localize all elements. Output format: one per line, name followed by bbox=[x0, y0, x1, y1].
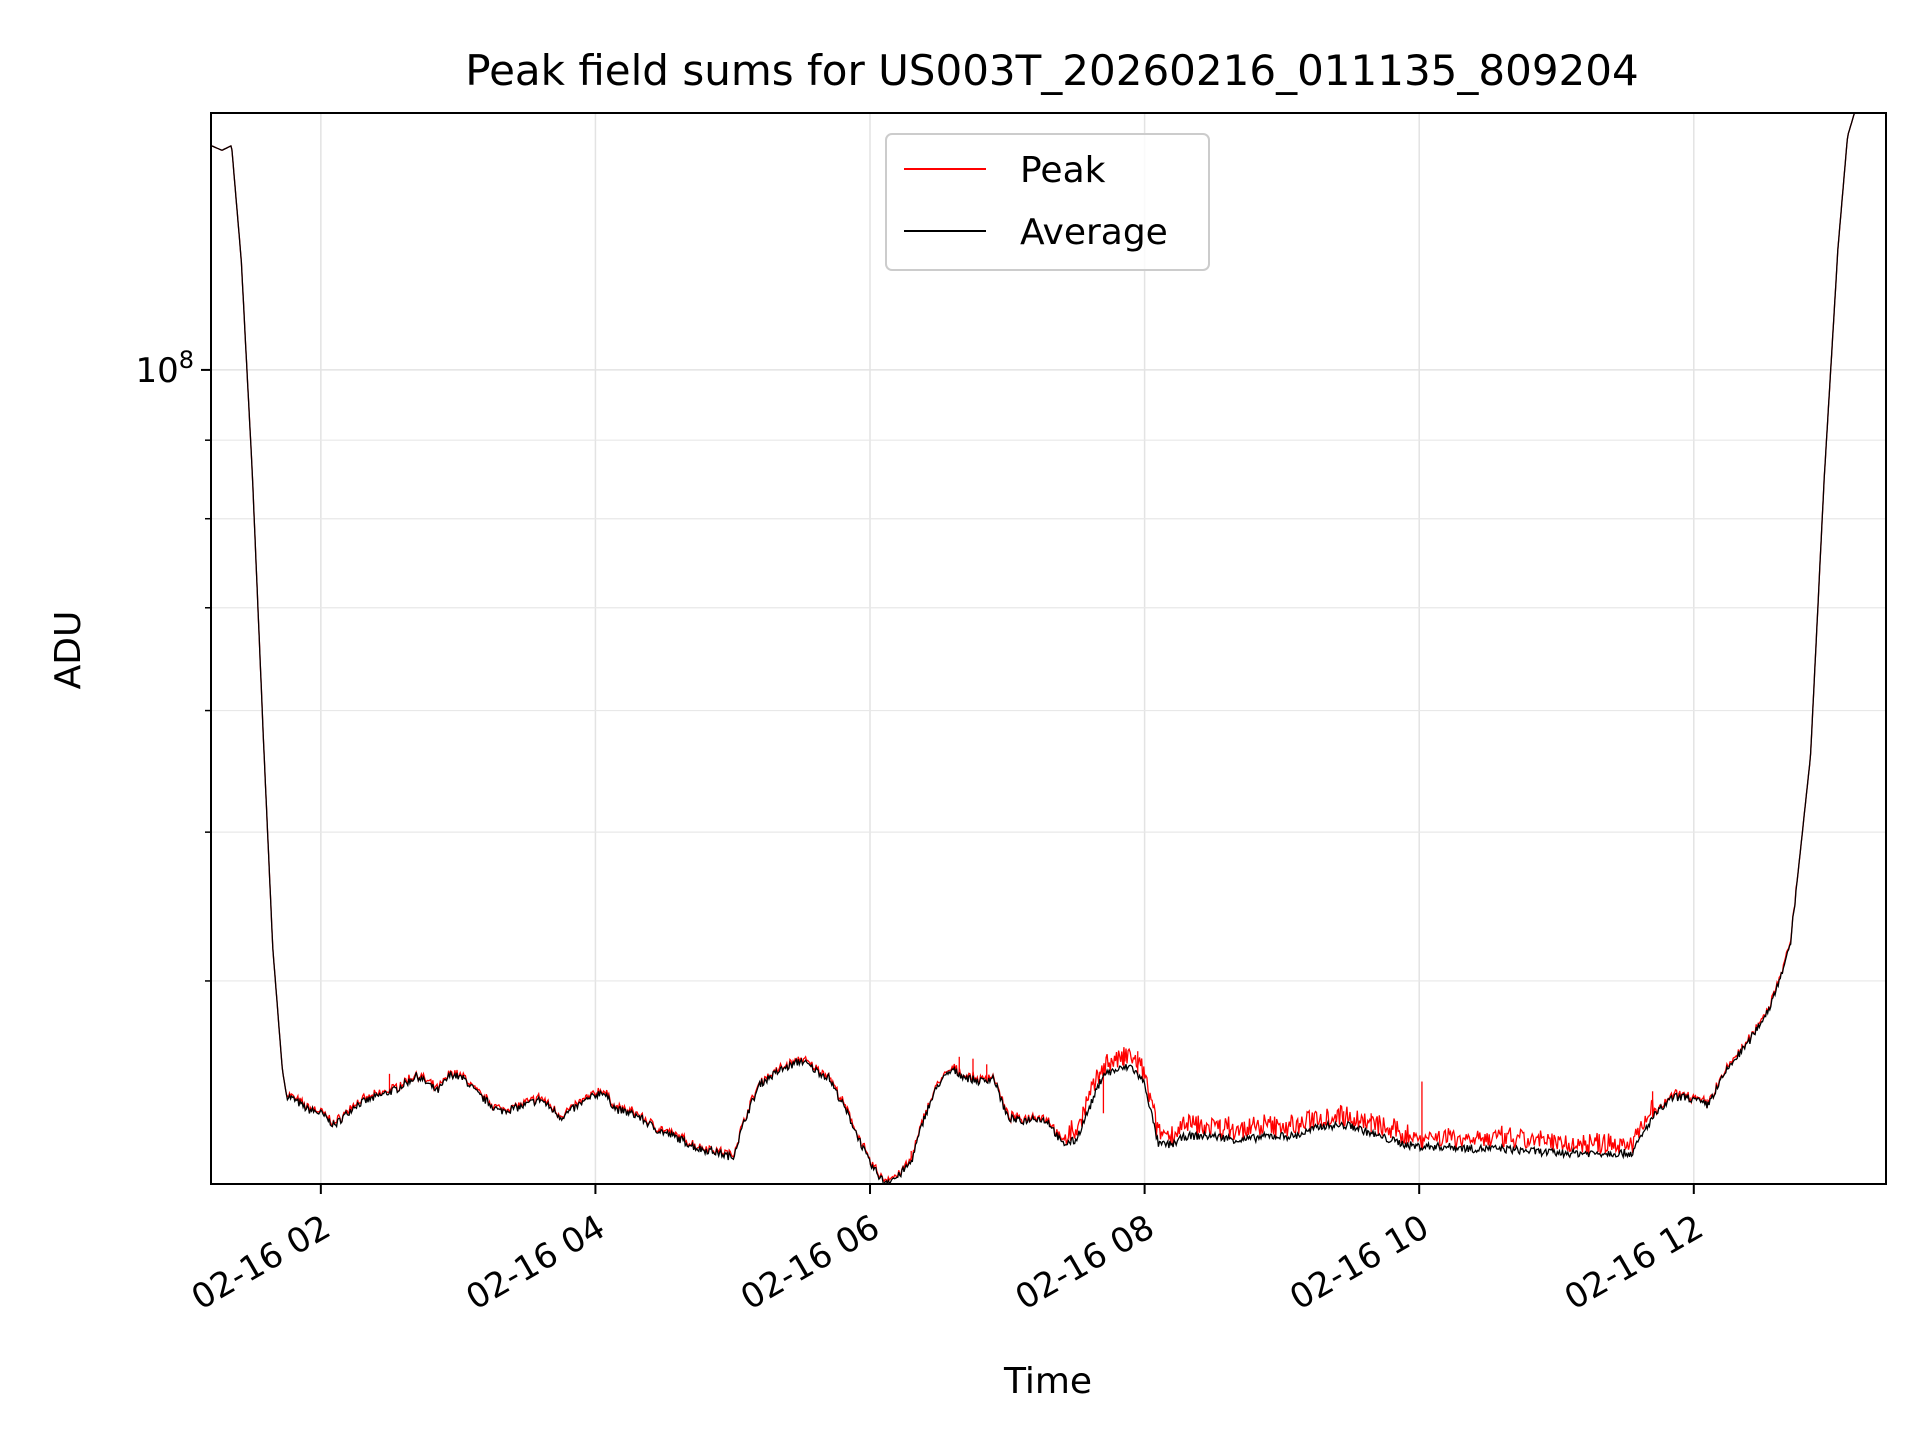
legend-average-label: Average bbox=[1020, 212, 1168, 253]
x-axis-label: Time bbox=[1003, 1361, 1092, 1402]
y-axis-label: ADU bbox=[48, 611, 89, 690]
series-average-line bbox=[211, 113, 1856, 1184]
series-group bbox=[211, 113, 1856, 1184]
plot-frame bbox=[210, 112, 1887, 1185]
legend-peak-label: Peak bbox=[1020, 150, 1106, 191]
plot-area bbox=[211, 113, 1856, 1184]
legend: Peak Average bbox=[885, 133, 1210, 271]
grid bbox=[211, 113, 1886, 1184]
y-tick-label: 108 bbox=[135, 346, 194, 391]
chart-title: Peak field sums for US003T_20260216_0111… bbox=[465, 46, 1638, 95]
y-axis: 108 bbox=[135, 346, 211, 982]
